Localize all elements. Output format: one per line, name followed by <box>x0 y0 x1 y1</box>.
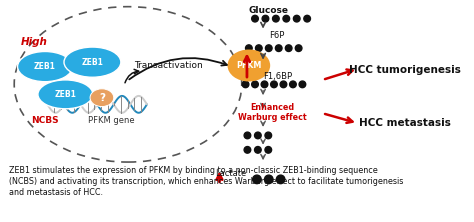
Circle shape <box>242 81 249 88</box>
Text: PFKM gene: PFKM gene <box>88 117 135 125</box>
Text: NCBS: NCBS <box>31 117 59 125</box>
Ellipse shape <box>90 89 114 107</box>
Circle shape <box>265 132 272 139</box>
Text: Lactate: Lactate <box>215 169 246 178</box>
Circle shape <box>244 132 251 139</box>
Circle shape <box>246 45 252 52</box>
Text: HCC metastasis: HCC metastasis <box>359 118 451 128</box>
Text: Warburg effect: Warburg effect <box>238 113 307 122</box>
Circle shape <box>271 81 277 88</box>
Ellipse shape <box>18 52 73 82</box>
Text: ZEB1: ZEB1 <box>55 90 76 99</box>
Text: ZEB1: ZEB1 <box>34 62 56 71</box>
Text: ZEB1: ZEB1 <box>82 58 103 67</box>
Text: F6P: F6P <box>270 32 285 40</box>
Text: ZEB1 stimulates the expression of PFKM by binding to a non-classic ZEB1-binding : ZEB1 stimulates the expression of PFKM b… <box>9 166 377 175</box>
Circle shape <box>255 147 261 153</box>
Text: Glucose: Glucose <box>249 6 289 15</box>
Circle shape <box>293 15 300 22</box>
Circle shape <box>285 45 292 52</box>
Circle shape <box>262 15 269 22</box>
Circle shape <box>265 147 272 153</box>
Circle shape <box>261 81 268 88</box>
Text: High: High <box>21 37 47 47</box>
Text: F1,6BP: F1,6BP <box>263 72 292 81</box>
Ellipse shape <box>64 47 121 77</box>
Circle shape <box>280 81 287 88</box>
Circle shape <box>264 175 273 184</box>
Circle shape <box>265 45 272 52</box>
Circle shape <box>252 81 258 88</box>
Text: PFKM: PFKM <box>236 61 262 70</box>
Text: Enhanced: Enhanced <box>250 103 295 111</box>
Circle shape <box>244 147 251 153</box>
Circle shape <box>275 45 282 52</box>
Text: Transactivation: Transactivation <box>134 61 203 70</box>
Text: and metastasis of HCC.: and metastasis of HCC. <box>9 188 102 196</box>
Circle shape <box>304 15 310 22</box>
Circle shape <box>253 175 261 184</box>
Circle shape <box>290 81 296 88</box>
Circle shape <box>255 45 262 52</box>
Text: (NCBS) and activating its transcription, which enhances Warburg effect to facili: (NCBS) and activating its transcription,… <box>9 177 403 186</box>
Circle shape <box>252 15 258 22</box>
Text: HCC tumorigenesis: HCC tumorigenesis <box>349 65 461 75</box>
Circle shape <box>276 175 285 184</box>
Circle shape <box>283 15 290 22</box>
Circle shape <box>299 81 306 88</box>
Ellipse shape <box>228 50 270 81</box>
Circle shape <box>295 45 302 52</box>
Ellipse shape <box>38 80 93 109</box>
Text: ?: ? <box>99 93 105 103</box>
Circle shape <box>255 132 261 139</box>
Circle shape <box>273 15 279 22</box>
